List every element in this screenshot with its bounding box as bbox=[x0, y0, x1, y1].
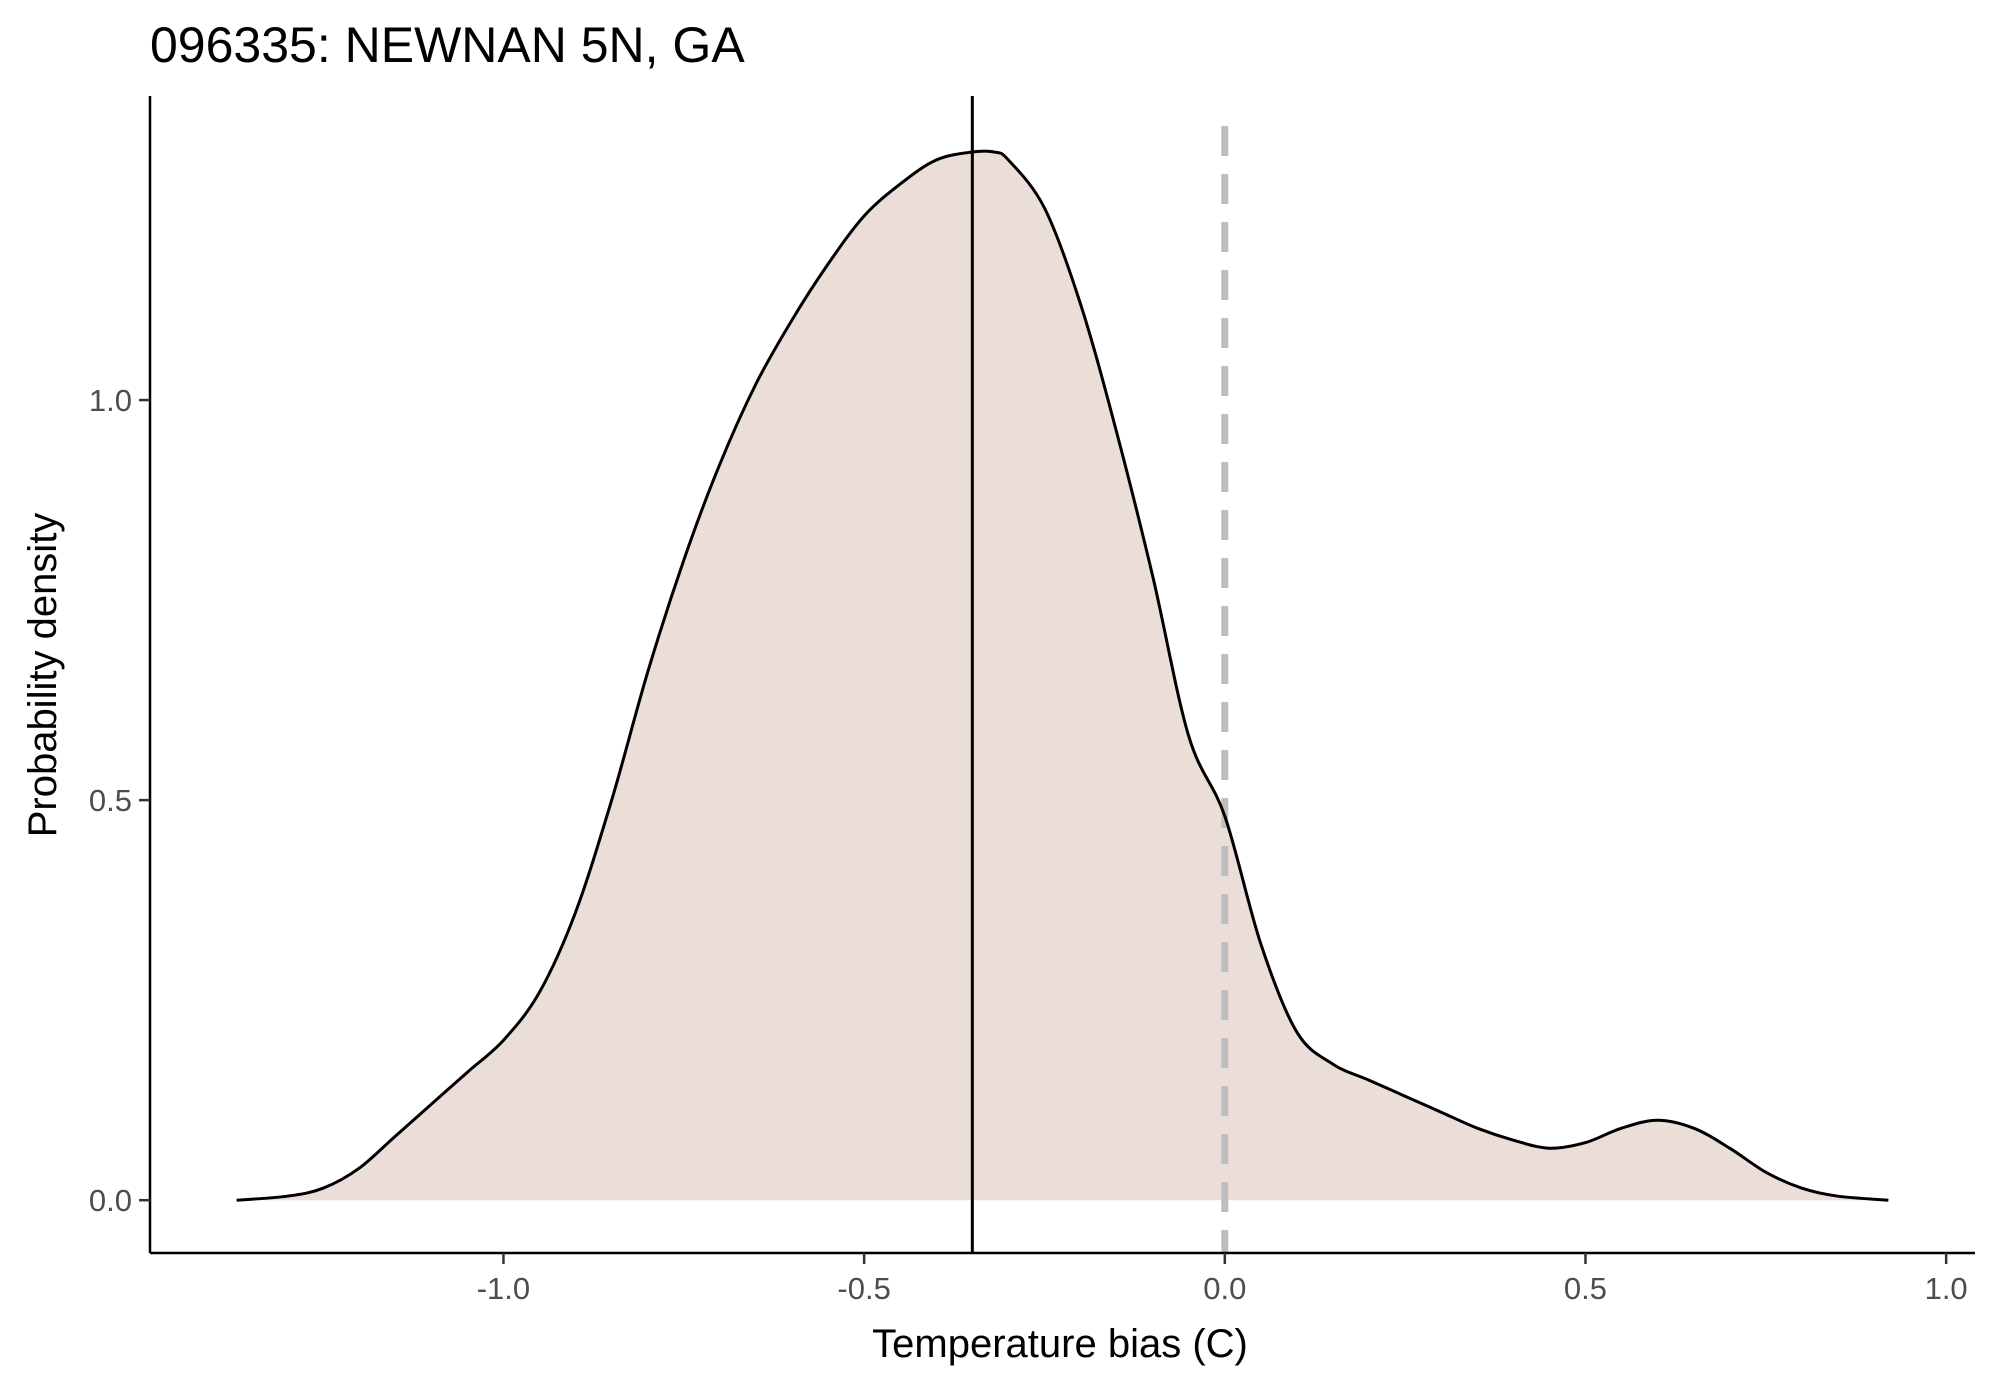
ticks-layer: -1.0 -0.5 0.0 0.5 1.0 0.0 0.5 1.0 bbox=[89, 383, 1968, 1306]
density-curve-line bbox=[236, 149, 1889, 1202]
x-tick-label: -0.5 bbox=[837, 1271, 890, 1306]
x-tick-label: -1.0 bbox=[477, 1271, 530, 1306]
plot-layer bbox=[236, 96, 1889, 1253]
y-tick-label: 0.5 bbox=[89, 783, 132, 818]
x-tick-label: 0.0 bbox=[1203, 1271, 1246, 1306]
y-axis-title: Probability density bbox=[21, 513, 65, 838]
y-tick-label: 0.0 bbox=[89, 1183, 132, 1218]
axes-layer bbox=[148, 96, 1975, 1255]
y-tick-label: 1.0 bbox=[89, 383, 132, 418]
x-tick-label: 0.5 bbox=[1564, 1271, 1607, 1306]
density-fill-area bbox=[236, 151, 1889, 1201]
chart-title: 096335: NEWNAN 5N, GA bbox=[150, 17, 745, 73]
x-tick-label: 1.0 bbox=[1925, 1271, 1968, 1306]
x-axis-title: Temperature bias (C) bbox=[872, 1322, 1248, 1366]
